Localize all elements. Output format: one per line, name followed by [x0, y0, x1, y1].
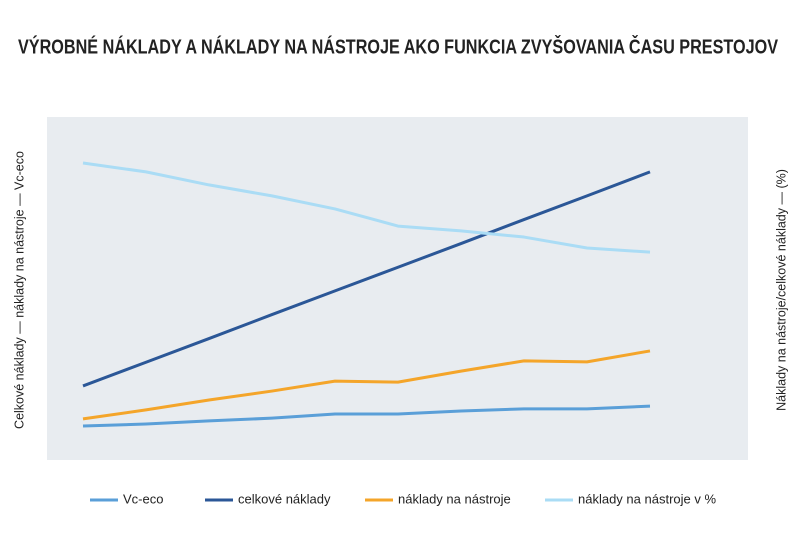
line-series [82, 170, 651, 388]
line-series [82, 349, 651, 421]
line-series [82, 404, 651, 428]
y-axis-label: Celkové náklady — náklady na nástroje — … [12, 151, 26, 429]
chart-title: VÝROBNÉ NÁKLADY A NÁKLADY NA NÁSTROJE AK… [18, 34, 779, 58]
legend-label: celkové náklady [238, 491, 331, 506]
legend-label: náklady na nástroje v % [578, 491, 716, 506]
legend-label: náklady na nástroje [398, 491, 511, 506]
legend-label: Vc-eco [123, 491, 163, 506]
line-series [82, 161, 651, 254]
y2-axis-label: Náklady na nástroje/celkové náklady — (%… [774, 169, 788, 411]
